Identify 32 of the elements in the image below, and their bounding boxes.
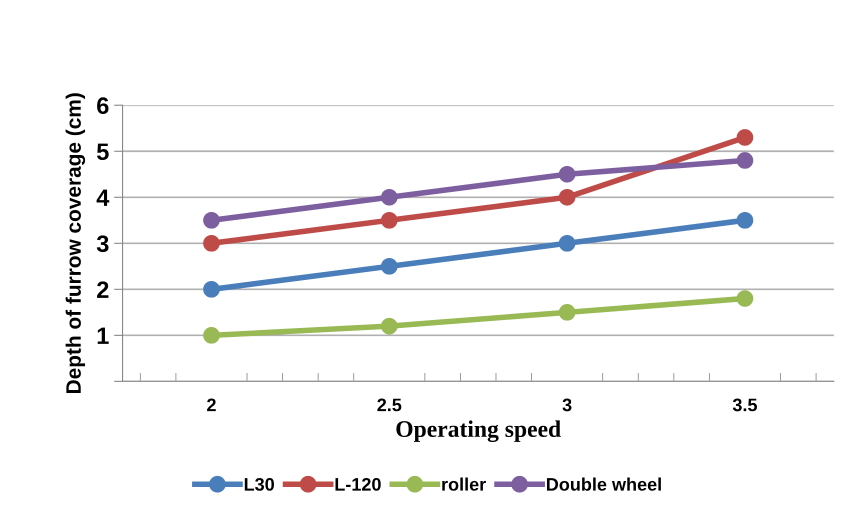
point	[380, 188, 398, 206]
x-axis-title: Operating speed	[396, 420, 561, 442]
point	[736, 212, 754, 229]
point	[203, 212, 220, 229]
point	[380, 318, 398, 334]
y-tick-label: 2	[97, 281, 108, 298]
point	[736, 152, 754, 169]
point	[558, 188, 576, 206]
y-tick-label: 6	[97, 97, 109, 114]
point	[203, 280, 220, 298]
y-tick-label: 3	[96, 235, 109, 252]
legend-label: L30	[244, 478, 274, 491]
point	[380, 212, 398, 229]
x-tick-label: 3	[562, 398, 572, 412]
y-tick-label: 5	[96, 144, 109, 160]
x-tick-label: 2	[207, 398, 216, 412]
legend-label: roller	[442, 478, 486, 491]
point	[558, 234, 576, 252]
x-tick-label: 2.5	[377, 398, 402, 412]
point	[380, 258, 398, 275]
point	[558, 304, 576, 321]
point	[203, 234, 220, 252]
point	[736, 129, 754, 146]
y-tick-label: 1	[98, 328, 109, 344]
y-tick-label: 4	[96, 190, 110, 206]
x-tick-label: 3.5	[732, 398, 757, 412]
y-axis-title: Depth of furrow coverage (cm)	[66, 93, 86, 393]
point	[203, 327, 220, 344]
legend-label: Double wheel	[546, 478, 661, 491]
point	[558, 166, 576, 183]
legend-label: L-120	[336, 478, 381, 491]
point	[736, 290, 754, 307]
